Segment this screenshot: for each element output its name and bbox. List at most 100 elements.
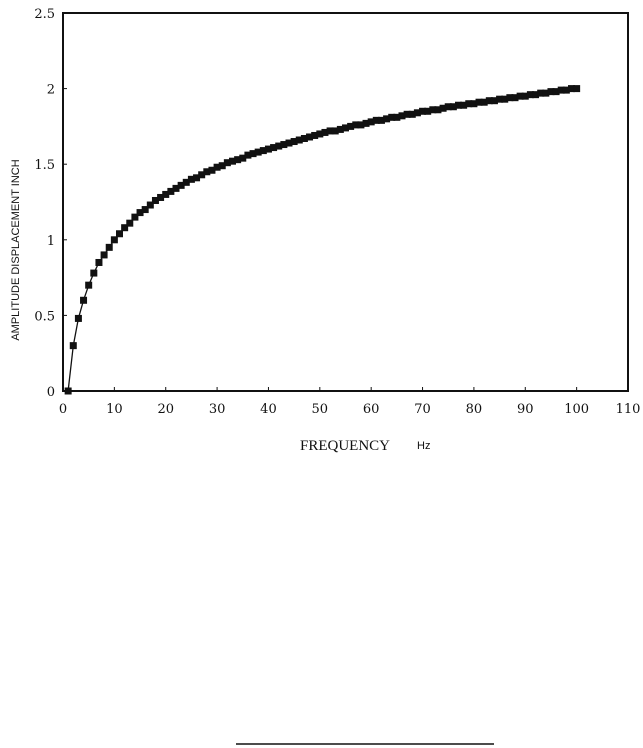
- data-point: [485, 97, 493, 105]
- data-point: [208, 166, 216, 174]
- data-point: [218, 162, 226, 170]
- data-point: [64, 387, 72, 395]
- data-point: [496, 95, 504, 103]
- data-point: [455, 101, 462, 109]
- data-point: [110, 236, 118, 244]
- data-point: [398, 112, 406, 120]
- data-point: [69, 342, 77, 350]
- plot-frame: [62, 12, 629, 392]
- data-point: [295, 136, 303, 144]
- data-point: [90, 269, 98, 277]
- y-tick-label: 2.5: [34, 7, 55, 22]
- data-point: [506, 94, 514, 102]
- data-point: [352, 121, 360, 129]
- data-point: [162, 190, 170, 198]
- data-point: [198, 171, 206, 179]
- y-tick-label: 1: [47, 234, 55, 249]
- x-tick-label: 90: [517, 402, 534, 417]
- data-point: [131, 213, 139, 221]
- data-point: [362, 119, 370, 127]
- data-point: [424, 107, 432, 115]
- data-point: [552, 88, 560, 96]
- data-point: [377, 116, 385, 124]
- data-point: [254, 148, 262, 156]
- data-point: [316, 130, 324, 138]
- x-tick-label: 20: [157, 402, 174, 417]
- data-point: [223, 159, 231, 167]
- data-point: [80, 296, 88, 304]
- data-point: [557, 86, 565, 94]
- data-point: [393, 113, 401, 121]
- data-point: [121, 224, 129, 232]
- x-tick-label: 80: [466, 402, 483, 417]
- data-point: [85, 281, 93, 289]
- data-point: [357, 121, 365, 129]
- data-point: [172, 184, 180, 192]
- data-point: [526, 91, 534, 99]
- data-point: [537, 89, 545, 97]
- data-point: [331, 127, 339, 135]
- data-point: [347, 122, 355, 130]
- x-axis-label: FREQUENCY: [300, 438, 390, 454]
- data-point: [74, 314, 82, 322]
- data-point: [326, 127, 334, 135]
- data-point: [434, 106, 442, 114]
- data-point: [460, 101, 468, 109]
- data-point: [270, 144, 278, 152]
- data-point: [193, 174, 201, 182]
- data-point: [573, 85, 581, 93]
- data-point: [542, 89, 550, 97]
- data-point: [264, 145, 272, 153]
- data-point: [249, 150, 257, 158]
- data-point: [187, 175, 195, 183]
- data-point: [239, 154, 247, 162]
- data-point: [116, 230, 123, 238]
- data-point: [300, 134, 308, 142]
- data-point: [275, 142, 283, 150]
- data-point: [259, 147, 267, 155]
- y-tick-label: 2: [47, 83, 55, 98]
- y-tick-label: 1.5: [34, 158, 55, 173]
- data-point: [439, 104, 447, 112]
- x-tick-label: 50: [312, 402, 329, 417]
- data-point: [203, 168, 211, 176]
- x-tick-label: 100: [564, 402, 589, 417]
- data-point: [126, 219, 134, 227]
- data-point: [419, 107, 427, 115]
- data-point: [244, 151, 252, 159]
- y-axis-label: AMPLITUDE DISPLACEMENT INCH: [10, 159, 22, 340]
- data-point: [516, 92, 524, 100]
- data-point: [521, 92, 529, 100]
- data-point: [105, 243, 113, 251]
- x-tick-label: 40: [260, 402, 277, 417]
- data-point: [229, 157, 236, 165]
- data-point: [547, 88, 555, 96]
- data-point: [413, 109, 421, 117]
- x-axis-unit: Hz: [417, 440, 430, 452]
- data-point: [157, 193, 165, 201]
- data-point: [167, 187, 175, 195]
- data-point: [568, 85, 575, 93]
- data-point: [234, 156, 242, 164]
- data-point: [501, 95, 509, 103]
- x-tick-label: 30: [209, 402, 226, 417]
- y-tick-label: 0.5: [34, 309, 55, 324]
- data-point: [182, 178, 190, 186]
- data-point: [321, 128, 329, 136]
- data-point: [306, 133, 314, 141]
- data-point: [562, 86, 570, 94]
- data-point: [372, 116, 380, 124]
- data-point: [342, 124, 349, 132]
- data-point: [177, 181, 185, 189]
- x-tick-label: 110: [616, 402, 641, 417]
- data-point: [141, 206, 149, 214]
- data-point: [213, 163, 221, 171]
- x-tick-label: 70: [414, 402, 431, 417]
- data-point: [511, 94, 519, 102]
- data-point: [100, 251, 108, 259]
- data-point: [429, 106, 437, 114]
- x-tick-label: 10: [106, 402, 123, 417]
- data-point: [408, 110, 416, 118]
- data-point: [367, 118, 375, 126]
